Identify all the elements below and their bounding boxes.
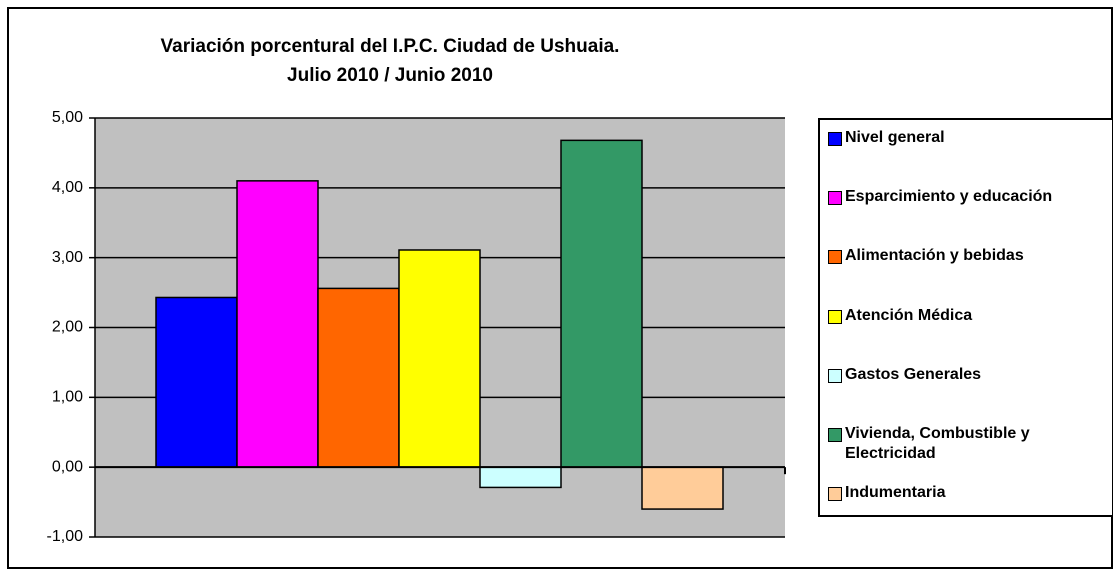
- legend-item: Vivienda, Combustible y Electricidad: [828, 424, 1095, 464]
- legend-item: Esparcimiento y educación: [828, 188, 1095, 207]
- y-tick-label: -1,00: [47, 528, 84, 545]
- legend-swatch: [828, 487, 842, 501]
- legend: Nivel general Esparcimiento y educación Al…: [818, 118, 1113, 517]
- y-tick-label: 2,00: [52, 319, 83, 336]
- legend-label: Esparcimiento y educación: [845, 188, 1053, 206]
- y-tick-label: 4,00: [52, 179, 83, 196]
- legend-label: Atención Médica: [845, 306, 973, 324]
- legend-label: Indumentaria: [845, 484, 946, 501]
- legend-swatch: [828, 132, 842, 146]
- legend-label: Nivel general: [845, 129, 945, 146]
- legend-item: Gastos Generales: [828, 365, 1095, 385]
- legend-item: Nivel general: [828, 129, 1095, 148]
- legend-item: Atención Médica: [828, 306, 1095, 326]
- legend-label: Alimentación y bebidas: [845, 247, 1024, 265]
- legend-swatch: [828, 427, 842, 442]
- bar: [236, 180, 319, 468]
- y-tick-label: 3,00: [52, 249, 83, 266]
- bar: [641, 466, 724, 510]
- y-tick-label: 1,00: [52, 389, 83, 406]
- bar: [398, 249, 481, 468]
- legend-swatch: [828, 191, 842, 206]
- legend-label: Gastos Generales: [845, 365, 982, 383]
- y-tick-label: 5,00: [52, 109, 83, 126]
- legend-swatch: [828, 309, 842, 324]
- bar: [560, 139, 643, 468]
- bar: [317, 287, 400, 468]
- legend-swatch: [828, 368, 842, 383]
- legend-item: Alimentación y bebidas: [828, 247, 1095, 266]
- bar: [479, 466, 562, 489]
- chart-title: Variación porcentural del I.P.C. Ciudad …: [161, 36, 620, 57]
- y-tick-label: 0,00: [52, 458, 83, 475]
- bar: [155, 296, 238, 468]
- legend-item: Indumentaria: [828, 484, 1095, 503]
- legend-swatch: [828, 250, 842, 265]
- chart-subtitle: Julio 2010 / Junio 2010: [287, 65, 493, 86]
- legend-label: Vivienda, Combustible y Electricidad: [845, 424, 1030, 462]
